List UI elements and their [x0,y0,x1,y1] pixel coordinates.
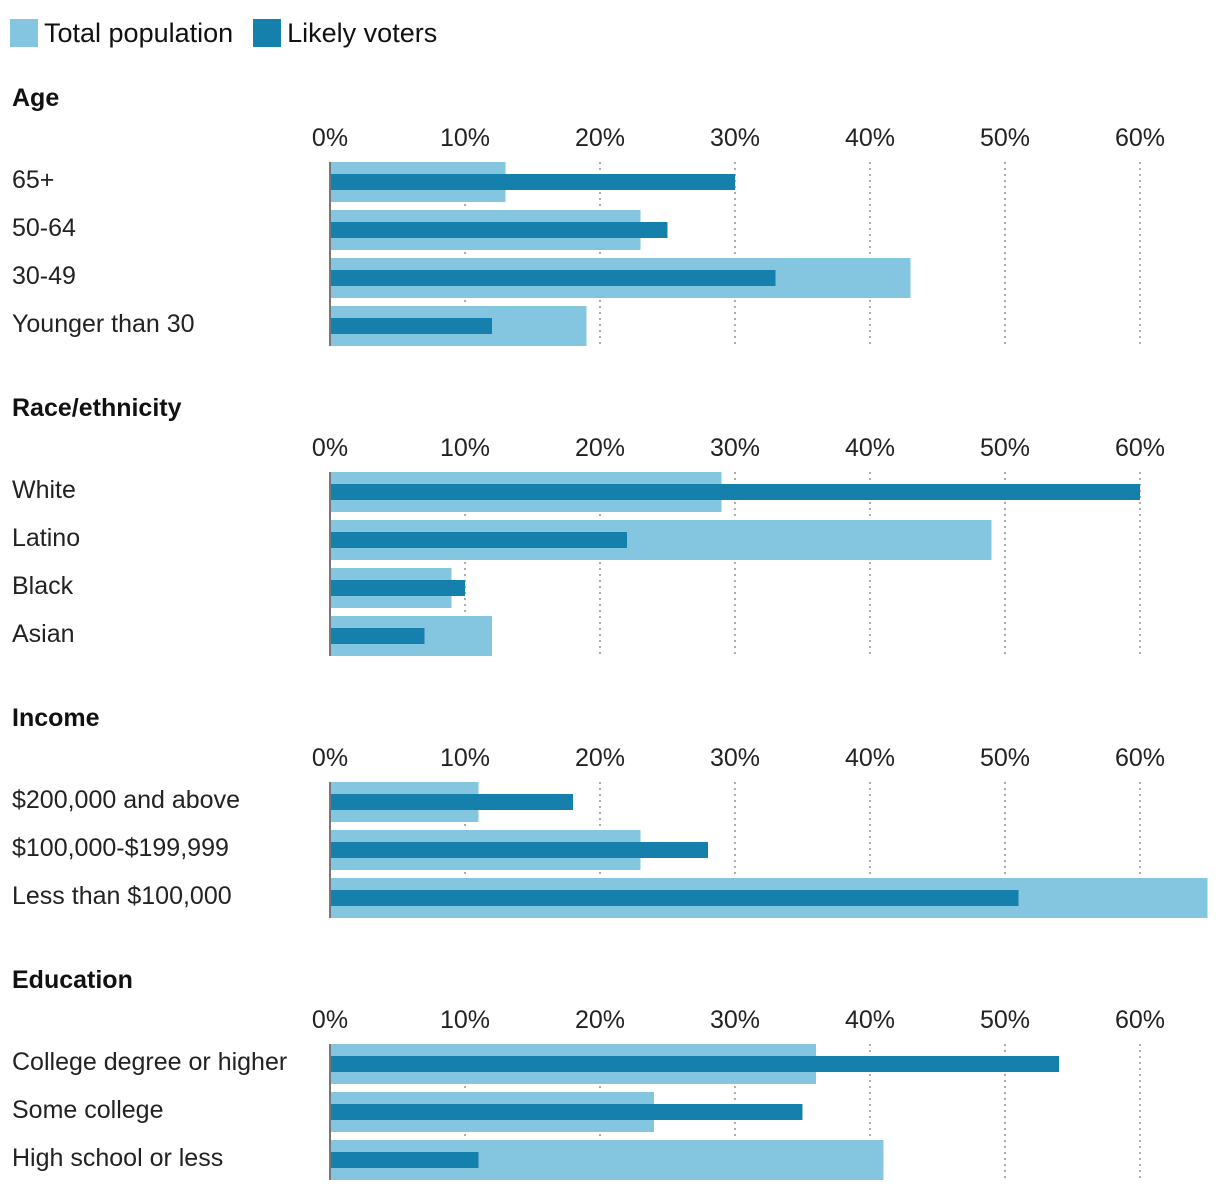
tick-label: 0% [312,434,348,462]
tick-label: 10% [440,124,490,152]
tick-label: 40% [845,744,895,772]
bar-likely-voters [330,222,668,238]
bar-likely-voters [330,174,735,190]
legend-swatch-voters [253,19,282,47]
tick-label: 50% [980,124,1030,152]
panel-title: Race/ethnicity [12,394,182,422]
bar-likely-voters [330,1104,803,1120]
tick-label: 10% [440,434,490,462]
tick-label: 60% [1115,1006,1165,1034]
tick-label: 0% [312,744,348,772]
tick-label: 20% [575,434,625,462]
row-label: Some college [12,1096,163,1124]
row-label: High school or less [12,1144,223,1172]
bar-likely-voters [330,890,1019,906]
bar-likely-voters [330,532,627,548]
row-label: $200,000 and above [12,786,240,814]
bar-likely-voters [330,484,1140,500]
row-label: 50-64 [12,214,76,242]
tick-label: 20% [575,744,625,772]
tick-label: 40% [845,124,895,152]
panel-2: Income 0% 10% 20% 30% 40% 50% 60% $200,000 and a… [12,704,1208,918]
tick-label: 10% [440,1006,490,1034]
row-label: Younger than 30 [12,310,195,338]
tick-label: 0% [312,1006,348,1034]
tick-label: 30% [710,744,760,772]
bar-likely-voters [330,794,573,810]
tick-label: 10% [440,744,490,772]
tick-label: 0% [312,124,348,152]
legend-item-total: Total population [10,16,233,50]
panel-0: Age 0% 10% 20% 30% 40% 50% 60% 65+ 50-64 30-49 Youn… [12,84,1165,346]
bar-likely-voters [330,580,465,596]
row-label: College degree or higher [12,1048,287,1076]
tick-label: 40% [845,1006,895,1034]
panel-title: Income [12,704,100,732]
panel-title: Education [12,966,133,994]
tick-label: 50% [980,434,1030,462]
legend: Total population Likely voters [10,16,457,50]
legend-label-voters: Likely voters [287,18,438,48]
bar-likely-voters [330,1056,1059,1072]
row-label: 30-49 [12,262,76,290]
panel-title: Age [12,84,59,112]
tick-label: 60% [1115,434,1165,462]
bar-likely-voters [330,628,425,644]
tick-label: 20% [575,124,625,152]
row-label: White [12,476,76,504]
legend-item-voters: Likely voters [253,16,437,50]
tick-label: 30% [710,124,760,152]
tick-label: 50% [980,744,1030,772]
tick-label: 60% [1115,744,1165,772]
bar-likely-voters [330,1152,479,1168]
tick-label: 50% [980,1006,1030,1034]
legend-swatch-total [10,19,38,47]
tick-label: 40% [845,434,895,462]
bar-likely-voters [330,842,708,858]
row-label: $100,000-$199,999 [12,834,229,862]
tick-label: 20% [575,1006,625,1034]
row-label: Asian [12,620,75,648]
tick-label: 60% [1115,124,1165,152]
row-label: Less than $100,000 [12,882,232,910]
tick-label: 30% [710,1006,760,1034]
row-label: 65+ [12,166,54,194]
bar-likely-voters [330,318,492,334]
row-label: Latino [12,524,80,552]
bar-likely-voters [330,270,776,286]
tick-label: 30% [710,434,760,462]
row-label: Black [12,572,74,600]
panel-1: Race/ethnicity 0% 10% 20% 30% 40% 50% 60% White L… [12,394,1165,656]
panel-3: Education 0% 10% 20% 30% 40% 50% 60% College deg… [12,966,1165,1180]
legend-label-total: Total population [44,18,234,48]
